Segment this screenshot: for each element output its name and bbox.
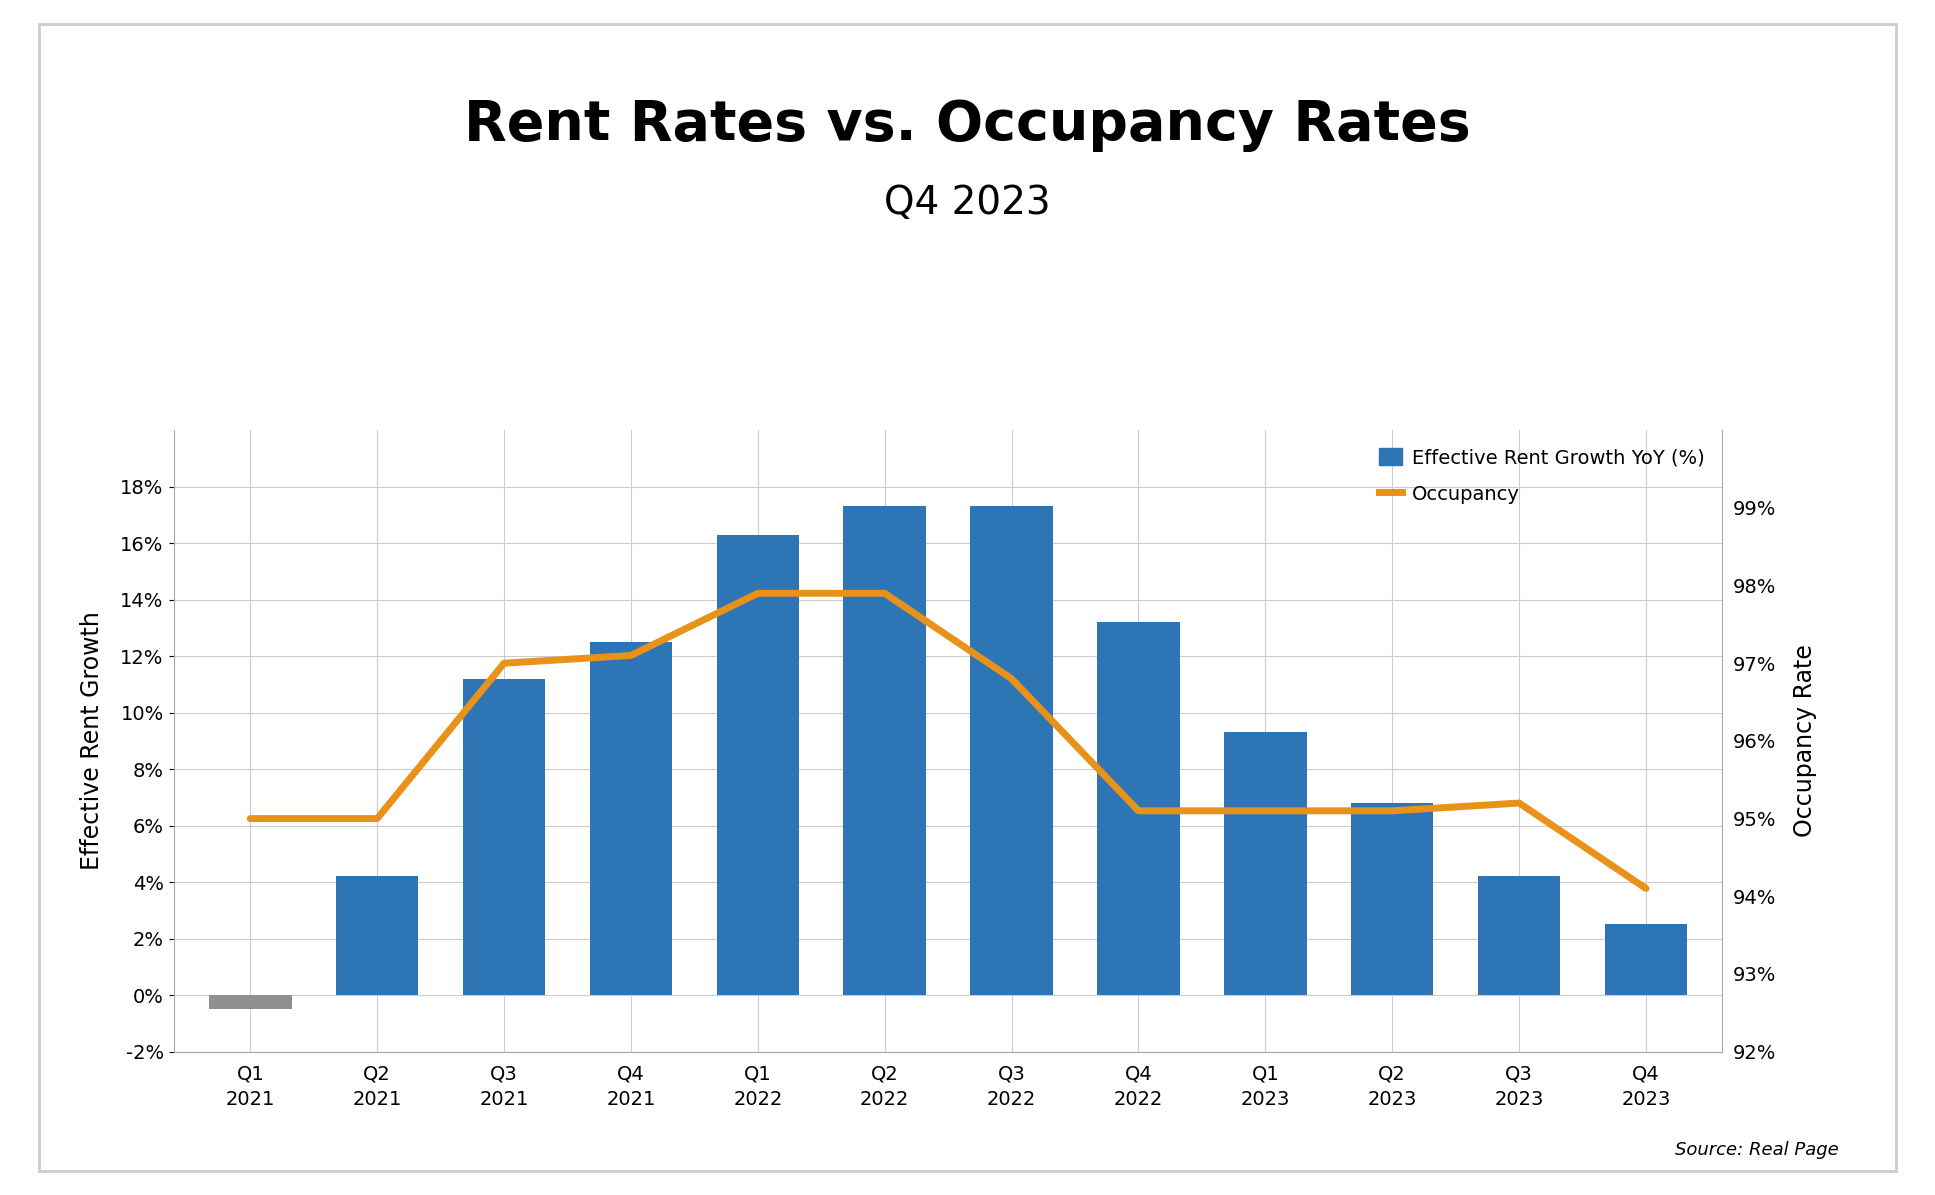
Bar: [209, 995, 292, 1010]
Bar: [1225, 733, 1306, 995]
Y-axis label: Effective Rent Growth: Effective Rent Growth: [79, 612, 104, 870]
Bar: [337, 876, 418, 995]
Bar: [969, 507, 1053, 995]
Bar: [1351, 803, 1434, 995]
Bar: [590, 642, 671, 995]
Bar: [1478, 876, 1560, 995]
Text: Source: Real Page: Source: Real Page: [1674, 1141, 1838, 1159]
Bar: [844, 507, 927, 995]
Text: Q4 2023: Q4 2023: [884, 184, 1051, 222]
Bar: [462, 679, 546, 995]
Y-axis label: Occupancy Rate: Occupancy Rate: [1792, 644, 1817, 838]
Bar: [1604, 925, 1687, 995]
Bar: [1097, 623, 1180, 995]
Bar: [716, 534, 799, 995]
Legend: Effective Rent Growth YoY (%), Occupancy: Effective Rent Growth YoY (%), Occupancy: [1372, 440, 1712, 511]
Text: Rent Rates vs. Occupancy Rates: Rent Rates vs. Occupancy Rates: [464, 98, 1471, 153]
